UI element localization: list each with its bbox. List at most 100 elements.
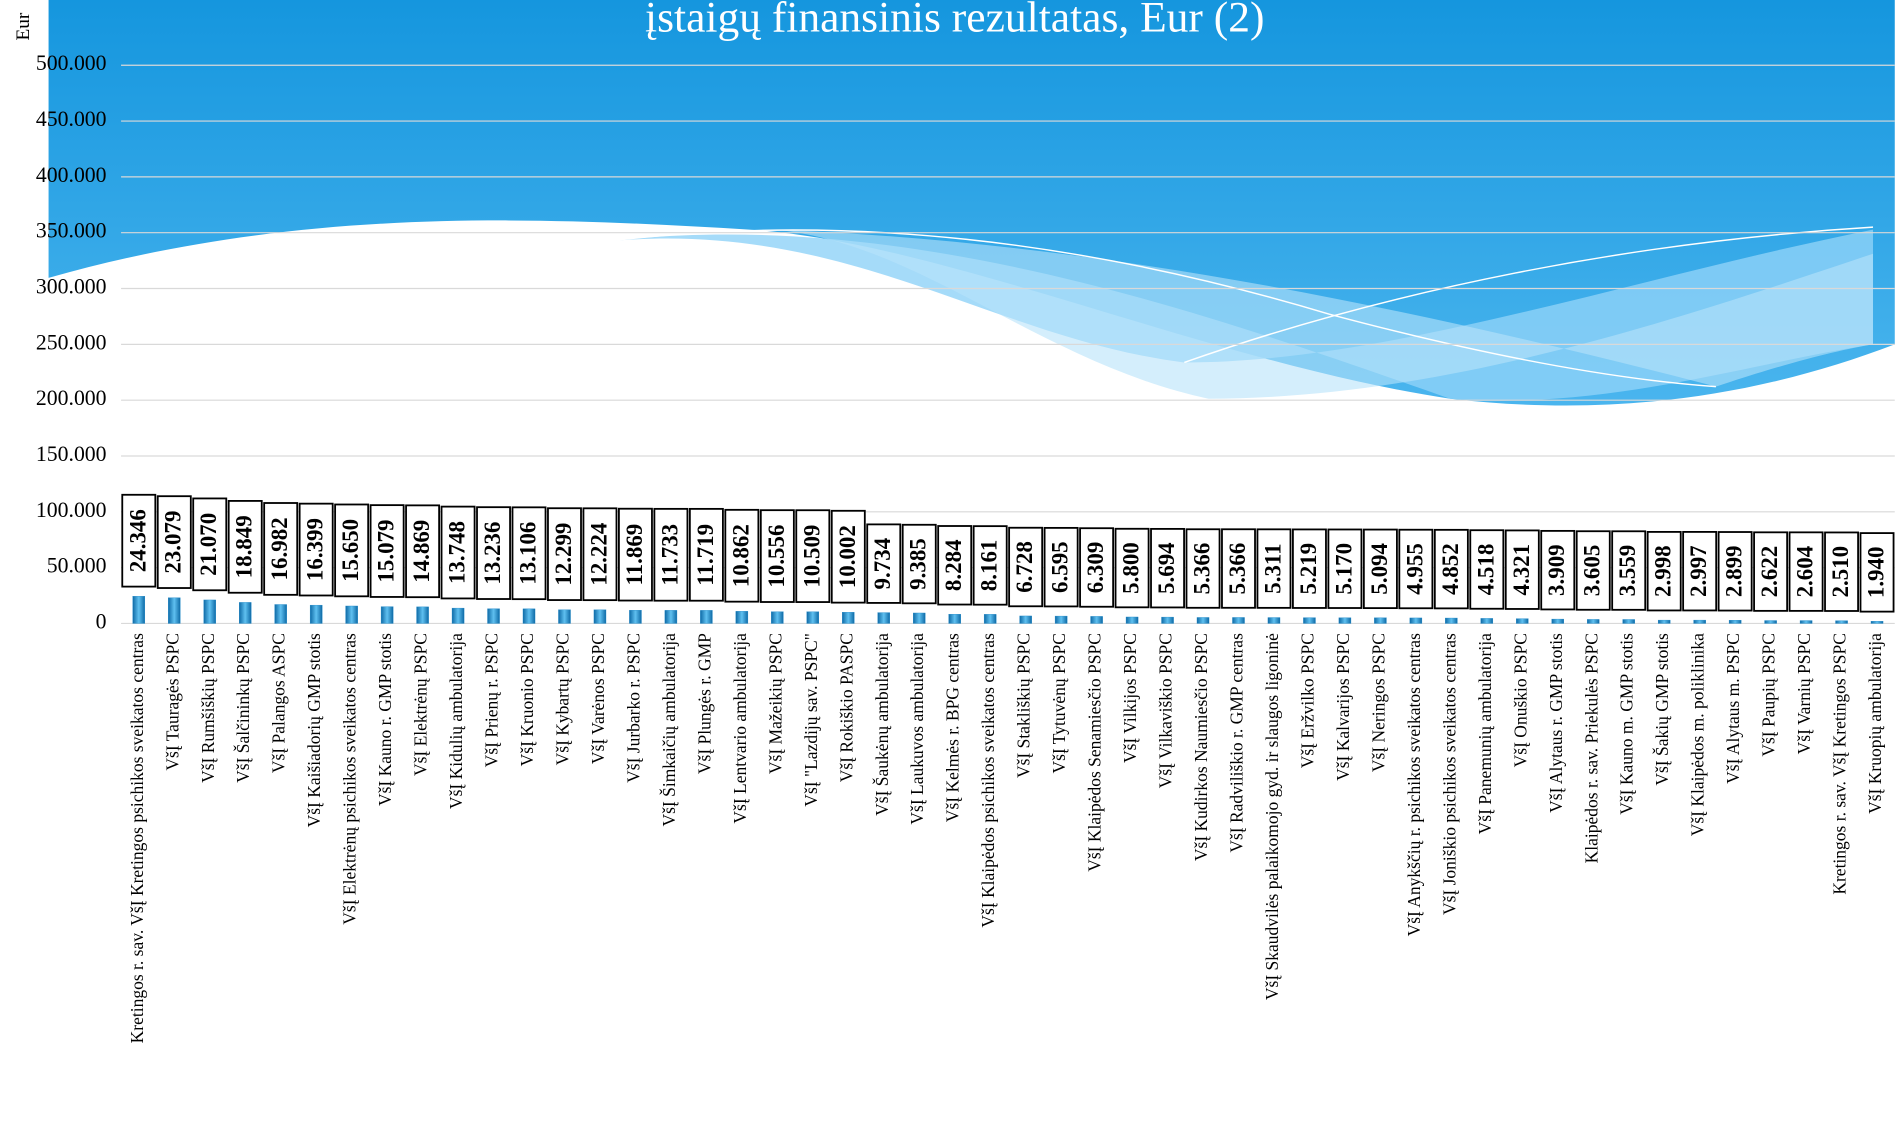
- x-tick-label: VšĮ "Lazdijų sav. PSPC": [801, 633, 821, 807]
- x-tick-label: VšĮ Vilkijos PSPC: [1120, 633, 1140, 763]
- bar: [203, 599, 216, 624]
- bar: [806, 611, 820, 624]
- data-label-box: [298, 502, 334, 597]
- bar: [593, 609, 607, 624]
- x-tick-label: VšĮ Radviliškio r. GMP centras: [1227, 633, 1247, 853]
- x-tick-label: VšĮ Kudirkos Naumiesčio PSPC: [1191, 633, 1211, 861]
- x-tick-label: VšĮ Klaipėdos m. poliklinika: [1688, 633, 1708, 836]
- data-label-box: [688, 507, 724, 602]
- x-tick-label: VšĮ Šalčininkų PSPC: [233, 633, 253, 783]
- data-label-box: [334, 503, 370, 598]
- bar: [1267, 617, 1281, 624]
- data-label: 5.366: [1189, 543, 1214, 595]
- data-label-box: [972, 525, 1008, 606]
- bar: [1409, 617, 1423, 624]
- data-label: 6.309: [1083, 542, 1108, 594]
- data-label-box: [121, 493, 157, 588]
- x-tick-label: VšĮ Elektrėnų psichikos sveikatos centra…: [340, 633, 360, 925]
- data-label: 4.321: [1509, 544, 1534, 596]
- x-tick-label: VšĮ Alytaus r. GMP stotis: [1546, 633, 1566, 813]
- data-label: 6.728: [1012, 541, 1037, 593]
- data-label: 12.224: [586, 522, 611, 586]
- data-label-box: [1824, 531, 1859, 612]
- data-label-box: [1398, 528, 1434, 610]
- x-tick-label: Kretingos r. sav. VšĮ Kretingos PSPC: [1830, 633, 1850, 895]
- data-label-box: [156, 495, 192, 589]
- x-tick-label: VšĮ Klaipėdos psichikos sveikatos centra…: [978, 633, 998, 928]
- data-label: 16.399: [303, 518, 328, 581]
- data-label: 6.595: [1048, 541, 1073, 593]
- x-tick-label: VšĮ Paupių PSPC: [1759, 633, 1779, 757]
- x-tick-label: VšĮ Kruonio PSPC: [517, 633, 537, 766]
- data-label: 4.518: [1473, 544, 1498, 596]
- data-label: 1.940: [1864, 547, 1889, 599]
- data-label-box: [937, 525, 973, 606]
- y-tick-label: 500.000: [36, 51, 107, 75]
- x-tick-label: Klaipėdos r. sav. Priekulės PSPC: [1581, 633, 1601, 863]
- data-label: 2.997: [1686, 545, 1711, 597]
- x-tick-label: VšĮ Onuškio PSPC: [1510, 633, 1530, 767]
- bar: [771, 611, 784, 624]
- x-tick-label: VšĮ Kruopių ambulatorija: [1865, 633, 1885, 814]
- x-tick-label: VšĮ Vilkaviškio PSPC: [1156, 633, 1176, 788]
- y-tick-label: 50.000: [47, 554, 107, 578]
- data-label: 10.002: [835, 525, 860, 588]
- data-label: 13.748: [445, 521, 470, 584]
- x-tick-label: VšĮ Kybartų PSPC: [553, 633, 573, 765]
- data-label-box: [511, 506, 547, 601]
- data-label-box: [1150, 527, 1185, 609]
- x-tick-label: VšĮ Šakių GMP stotis: [1652, 633, 1672, 786]
- data-label-box: [476, 506, 511, 600]
- data-label-box: [1859, 532, 1895, 613]
- x-tick-label: VšĮ Rumšiškių PSPC: [198, 633, 218, 783]
- x-tick-label: VšĮ Kauno r. GMP stotis: [375, 633, 395, 806]
- x-tick-label: VšĮ Panemunių ambulatorija: [1475, 633, 1495, 834]
- data-label-box: [440, 505, 476, 600]
- data-label: 18.849: [232, 515, 257, 578]
- data-label-box: [1043, 526, 1079, 608]
- data-label-box: [1504, 529, 1540, 610]
- x-tick-label: VšĮ Jurbarko r. PSPC: [623, 633, 643, 783]
- x-tick-label: VšĮ Skaudvilės palaikomojo gyd. ir slaug…: [1262, 633, 1282, 1000]
- bar: [1125, 616, 1139, 624]
- data-label-box: [1540, 529, 1576, 611]
- x-tick-label: VšĮ Eržvilko PSPC: [1297, 633, 1317, 768]
- x-tick-label: VšĮ Neringos PSPC: [1368, 633, 1388, 772]
- data-label-box: [405, 504, 441, 599]
- data-label-box: [1646, 530, 1682, 612]
- data-label-box: [582, 507, 618, 602]
- bar: [1338, 617, 1352, 624]
- x-tick-label: VšĮ Kelmės r. BPG centras: [943, 633, 963, 822]
- x-tick-label: VšĮ Tauragės PSPC: [162, 633, 182, 771]
- data-label: 24.346: [125, 509, 150, 572]
- data-label-box: [1256, 528, 1292, 609]
- x-tick-label: VšĮ Varėnos PSPC: [588, 633, 608, 764]
- x-tick-label: VšĮ Anykščių r. psichikos sveikatos cent…: [1404, 633, 1424, 936]
- bar: [1090, 616, 1103, 624]
- bar: [416, 606, 429, 624]
- data-label-box: [724, 508, 760, 603]
- bar: [735, 611, 749, 624]
- x-tick-label: VšĮ Plungės r. GMP: [694, 633, 714, 774]
- data-label-box: [263, 502, 299, 596]
- data-label: 11.869: [622, 524, 647, 586]
- bar: [1764, 620, 1777, 624]
- data-label-box: [1717, 531, 1753, 612]
- bar: [948, 614, 961, 624]
- data-label: 13.106: [515, 522, 540, 585]
- bar: [1480, 618, 1494, 624]
- data-label-box: [830, 509, 866, 604]
- x-tick-label: VšĮ Kauno m. GMP stotis: [1617, 633, 1637, 815]
- data-label-box: [227, 500, 263, 594]
- x-tick-label: VšĮ Tytuvėnų PSPC: [1049, 633, 1069, 773]
- x-tick-label: VšĮ Šaukėnų ambulatorija: [872, 633, 892, 816]
- bar: [345, 605, 358, 624]
- bar: [664, 610, 678, 624]
- bar: [1728, 620, 1742, 624]
- y-tick-label: 100.000: [36, 498, 107, 522]
- x-tick-label: VšĮ Varnių PSPC: [1794, 633, 1814, 754]
- data-label: 4.955: [1402, 543, 1427, 595]
- data-label: 10.509: [799, 525, 824, 588]
- data-label: 2.899: [1722, 545, 1747, 597]
